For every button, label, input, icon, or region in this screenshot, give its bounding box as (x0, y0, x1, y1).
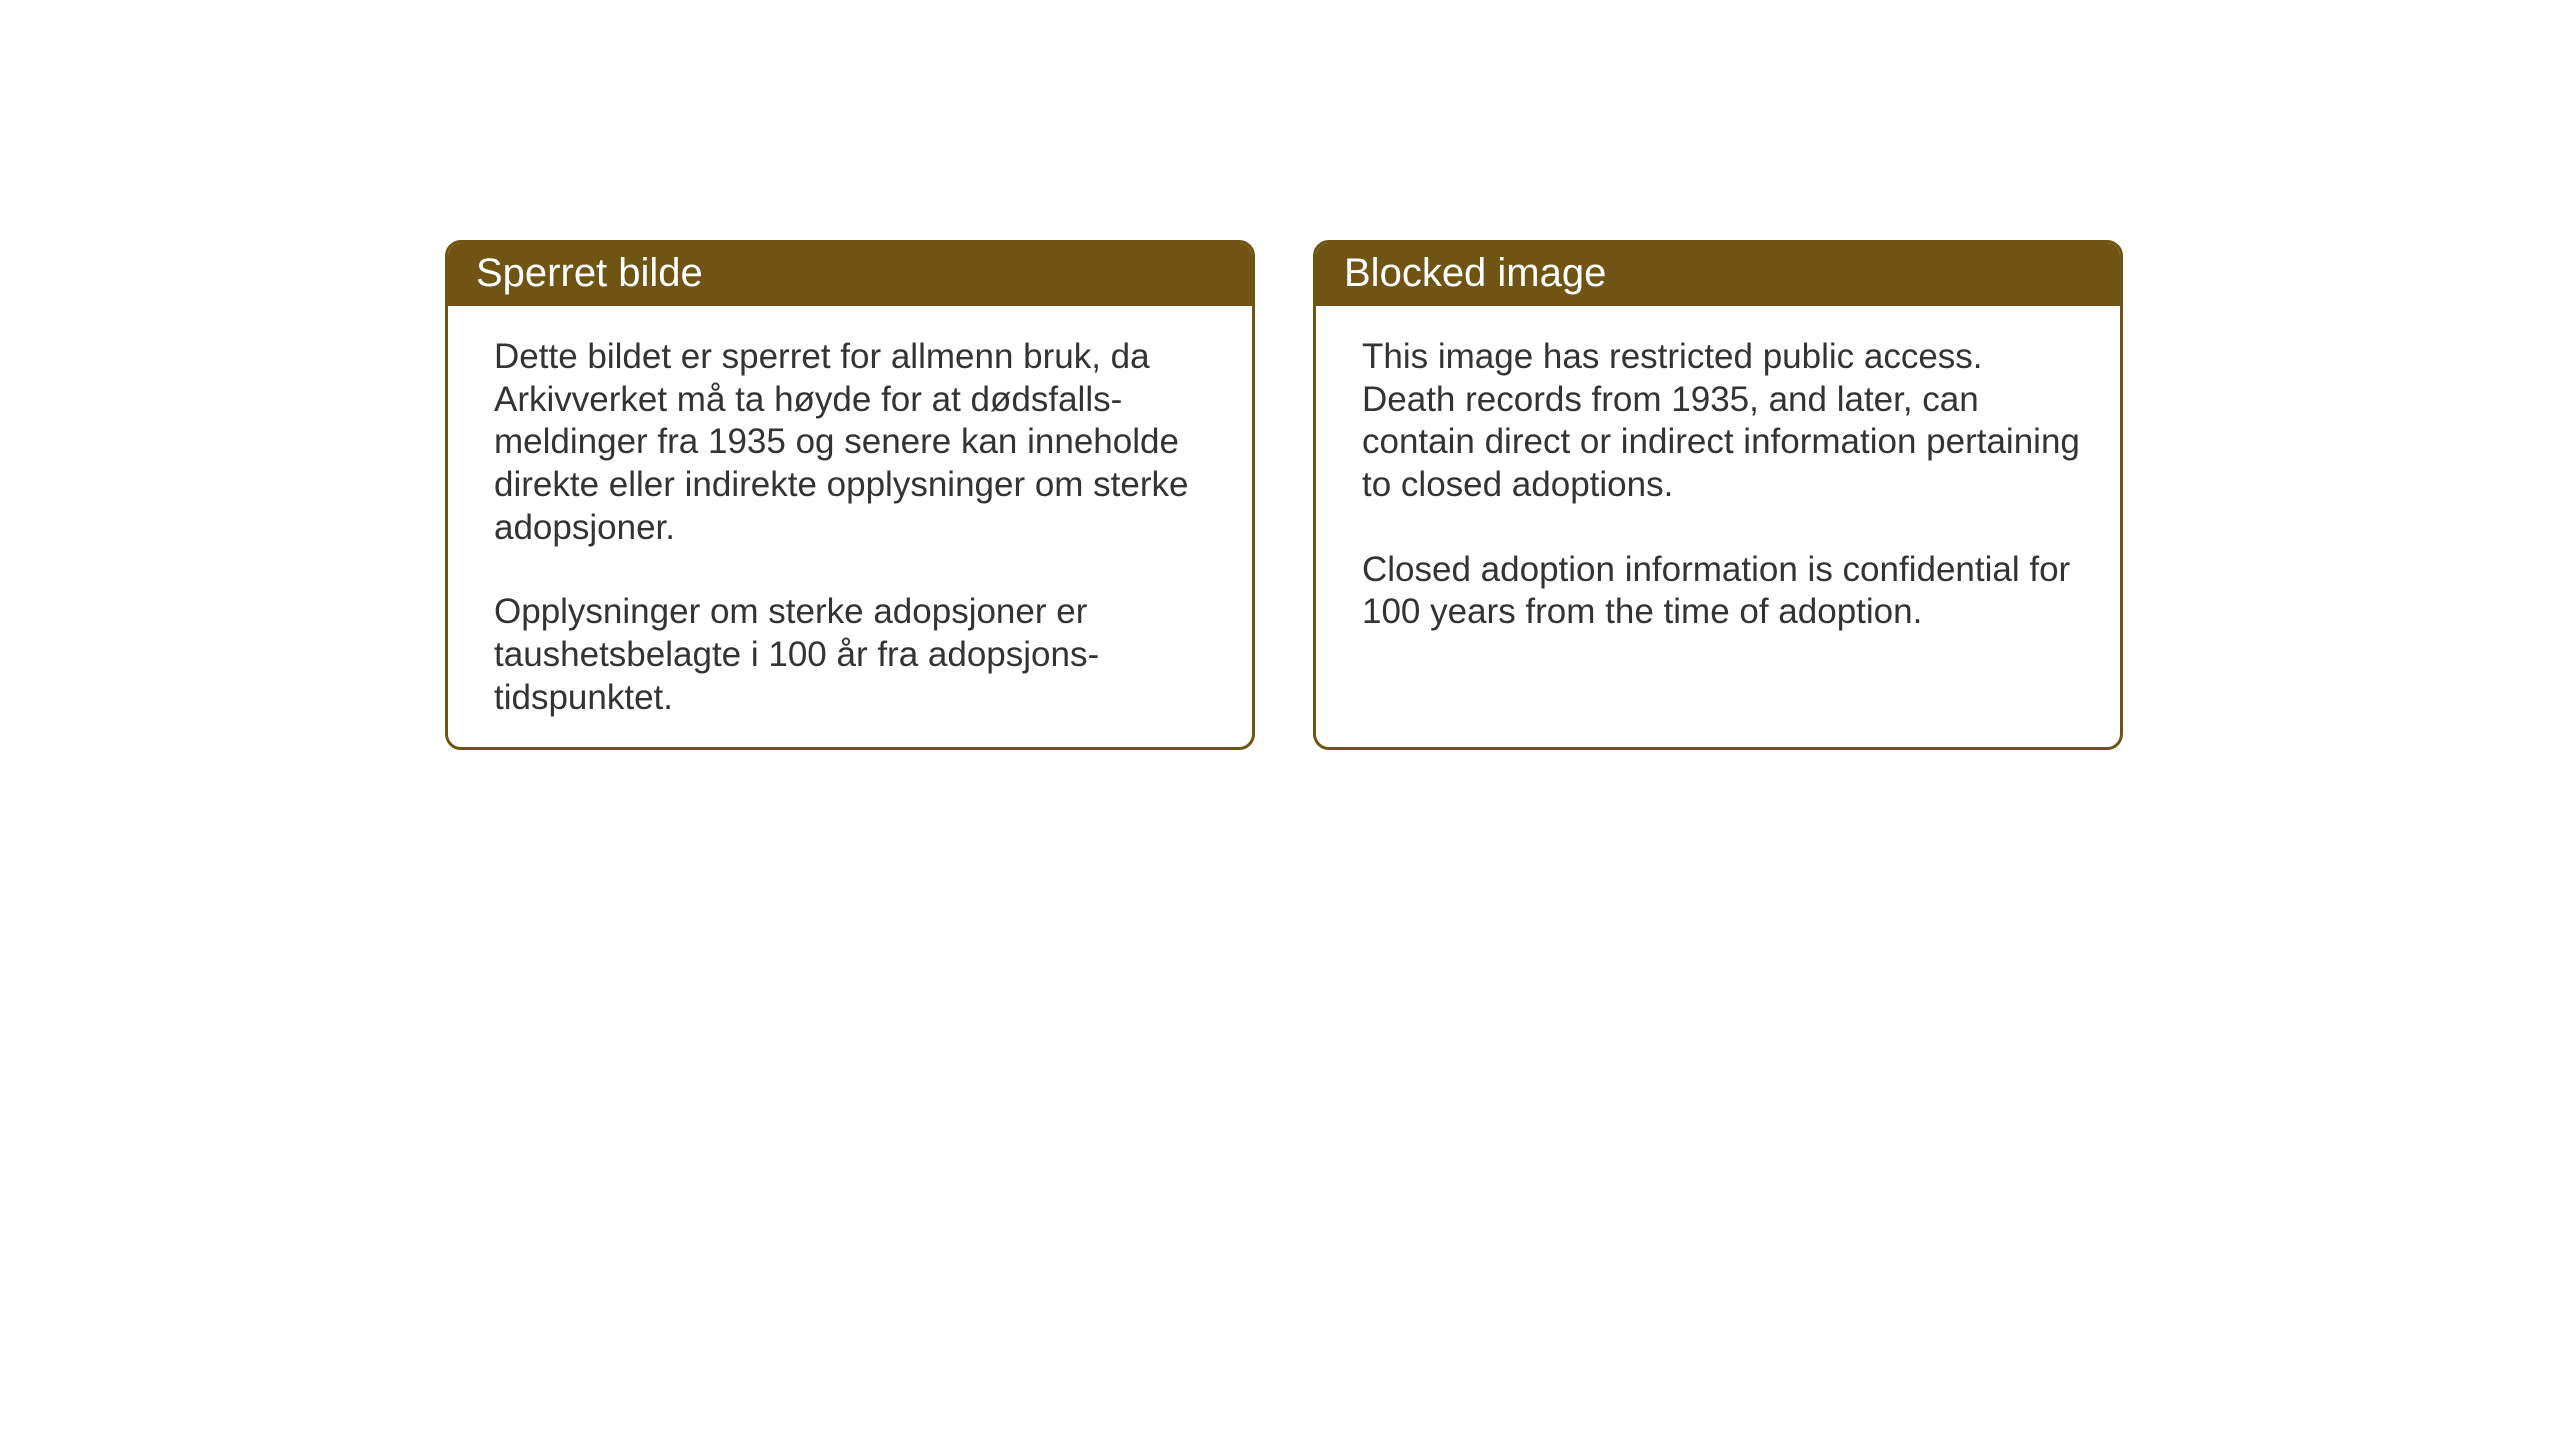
panel-paragraph-2-norwegian: Opplysninger om sterke adopsjoner er tau… (494, 591, 1214, 719)
panel-title-norwegian: Sperret bilde (476, 251, 703, 295)
panel-paragraph-1-norwegian: Dette bildet er sperret for allmenn bruk… (494, 336, 1214, 549)
panel-paragraph-1-english: This image has restricted public access.… (1362, 336, 2082, 507)
panel-body-english: This image has restricted public access.… (1316, 306, 2120, 664)
notice-panels-container: Sperret bilde Dette bildet er sperret fo… (445, 240, 2123, 750)
panel-header-english: Blocked image (1316, 243, 2120, 306)
panel-paragraph-2-english: Closed adoption information is confident… (1362, 549, 2082, 634)
panel-header-norwegian: Sperret bilde (448, 243, 1252, 306)
panel-body-norwegian: Dette bildet er sperret for allmenn bruk… (448, 306, 1252, 750)
panel-title-english: Blocked image (1344, 251, 1606, 295)
notice-panel-norwegian: Sperret bilde Dette bildet er sperret fo… (445, 240, 1255, 750)
notice-panel-english: Blocked image This image has restricted … (1313, 240, 2123, 750)
